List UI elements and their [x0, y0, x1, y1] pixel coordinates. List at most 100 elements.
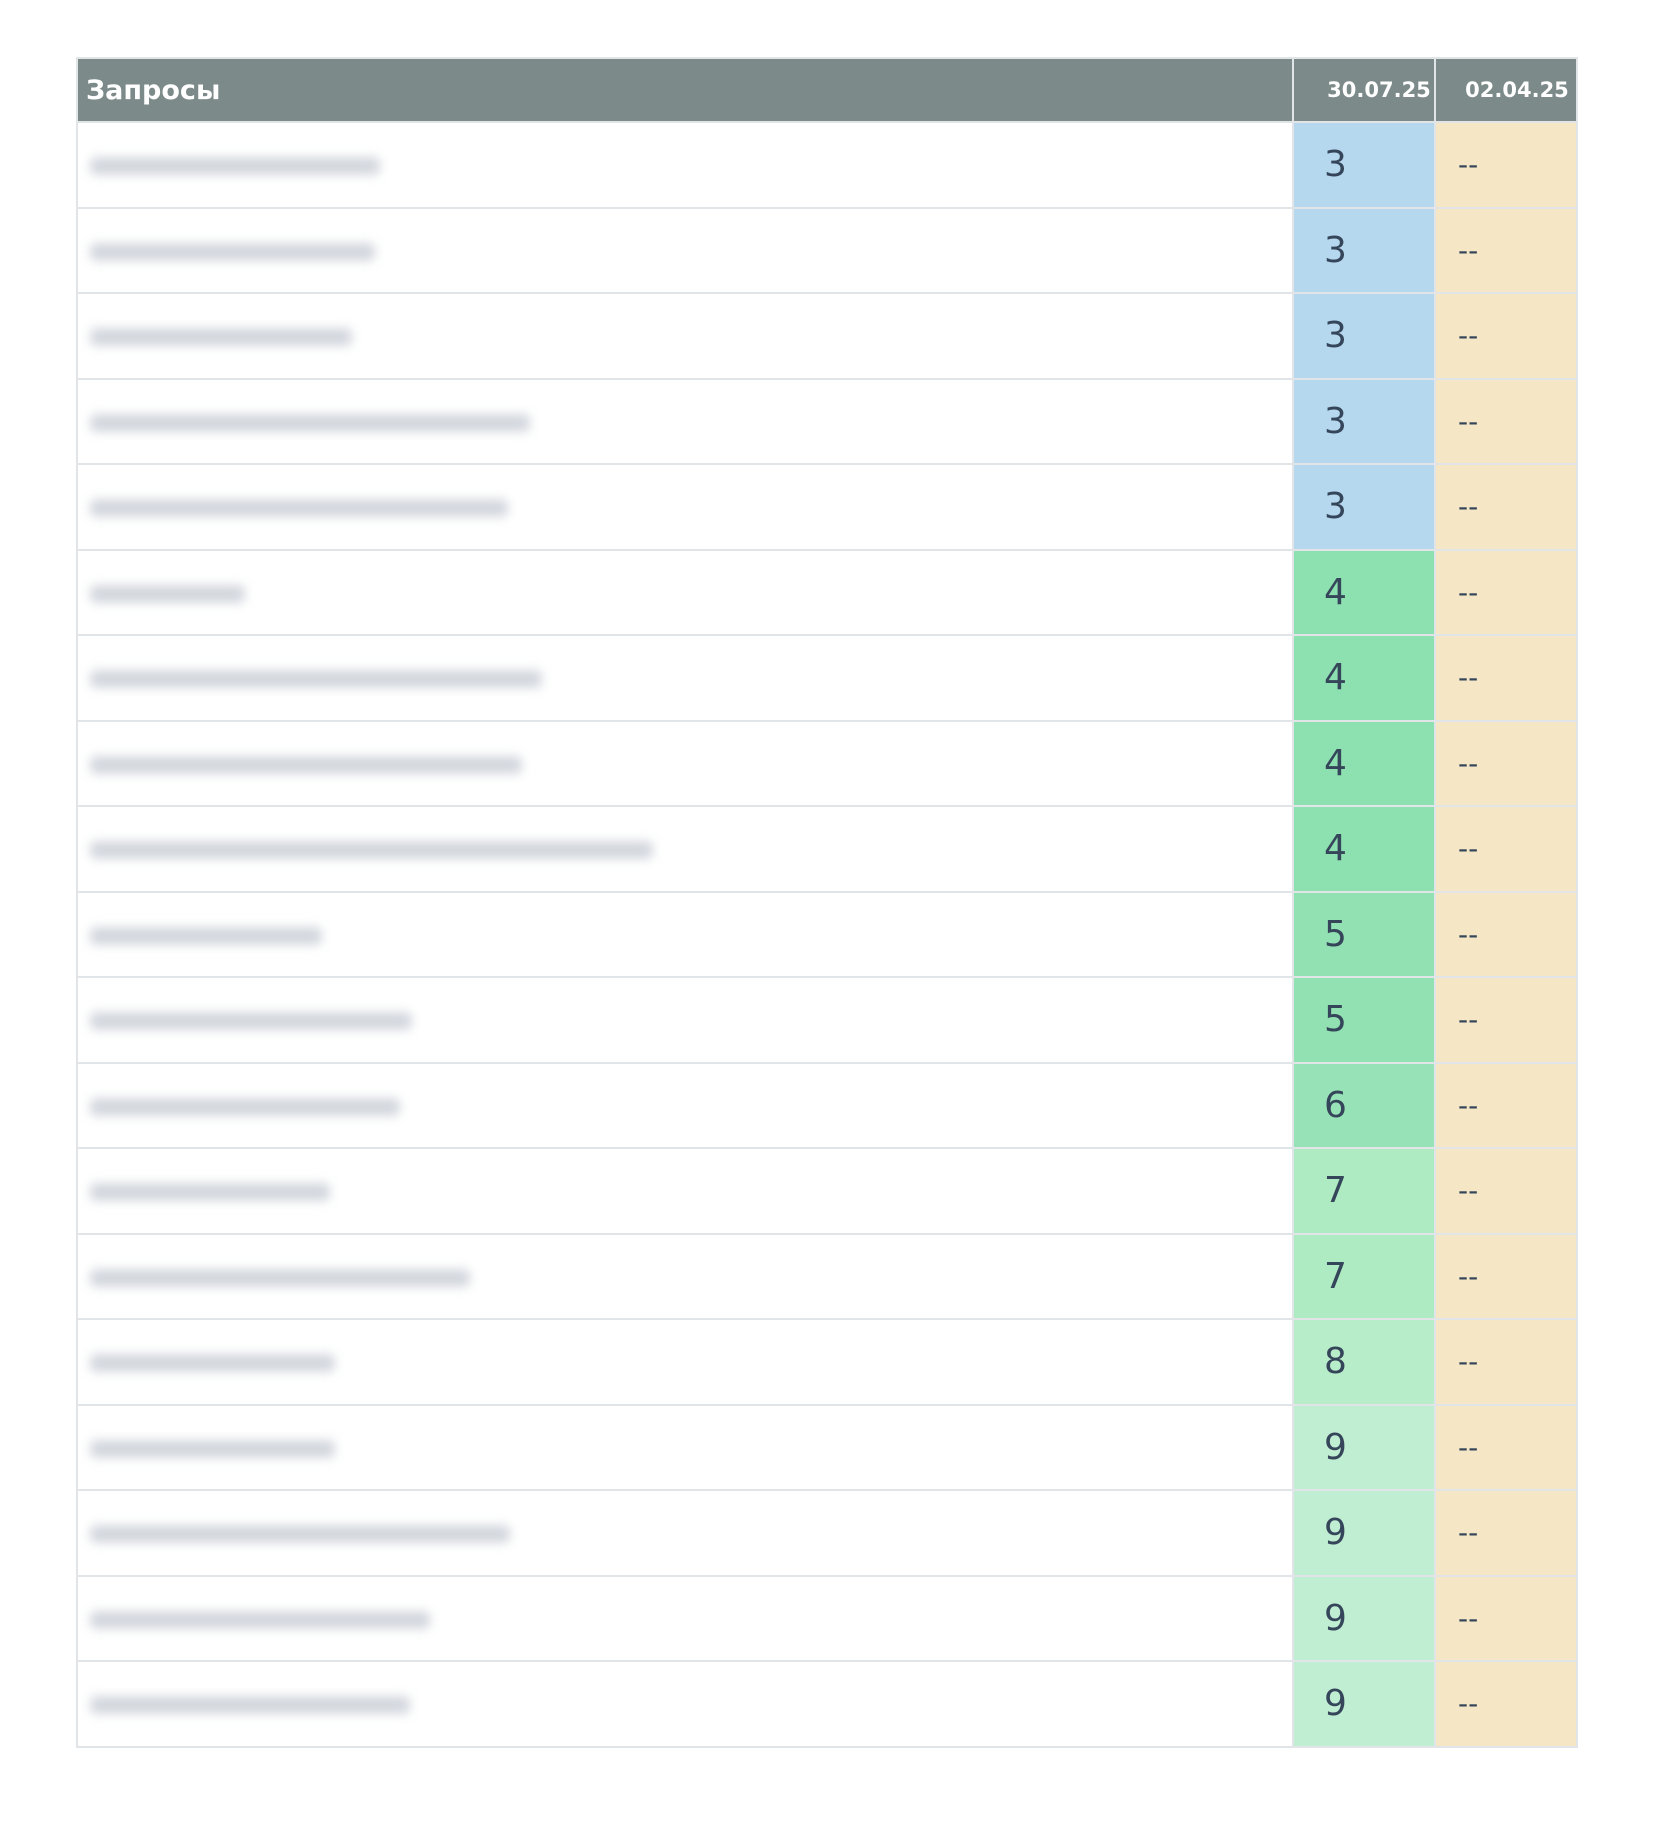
position-cell: 6 — [1292, 1063, 1434, 1147]
position-cell: -- — [1434, 465, 1576, 549]
query-cell — [78, 1235, 1292, 1319]
query-cell — [78, 893, 1292, 977]
blurred-query-text — [90, 1696, 410, 1714]
position-cell: 3 — [1292, 123, 1434, 207]
position-cell: -- — [1434, 1063, 1576, 1147]
blurred-query-text — [90, 926, 322, 945]
position-cell: 9 — [1292, 1662, 1434, 1746]
blurred-query-text — [90, 670, 542, 688]
query-cell — [78, 1320, 1292, 1404]
blurred-query-text — [90, 584, 245, 603]
position-cell: -- — [1434, 807, 1576, 891]
query-cell — [78, 123, 1292, 207]
position-cell: -- — [1434, 1576, 1576, 1660]
header-date-2[interactable]: 02.04.25 — [1434, 59, 1576, 121]
table-row: 9 -- — [78, 1574, 1576, 1661]
table-row: 4 -- — [78, 719, 1576, 806]
table-row: 3 -- — [78, 292, 1576, 378]
blurred-query-text — [90, 1183, 330, 1201]
table-row: 3 -- — [78, 206, 1576, 293]
blurred-query-text — [90, 413, 530, 432]
table-row: 3 -- — [78, 377, 1576, 464]
table-row: 4 -- — [78, 548, 1576, 635]
position-cell: 5 — [1292, 978, 1434, 1062]
position-cell: 3 — [1292, 465, 1434, 549]
table-row: 6 -- — [78, 1061, 1576, 1148]
table-row: 4 -- — [78, 634, 1576, 720]
position-cell: 9 — [1292, 1576, 1434, 1660]
header-date-1[interactable]: 30.07.25 — [1292, 59, 1434, 121]
table-row: 8 -- — [78, 1318, 1576, 1404]
position-cell: -- — [1434, 379, 1576, 463]
blurred-query-text — [90, 1439, 335, 1458]
position-cell: 3 — [1292, 294, 1434, 378]
table-row: 3 -- — [78, 463, 1576, 549]
query-cell — [78, 978, 1292, 1062]
position-cell: -- — [1434, 123, 1576, 207]
blurred-query-text — [90, 755, 522, 774]
header-queries[interactable]: Запросы — [86, 74, 221, 106]
table-row: 9 -- — [78, 1403, 1576, 1490]
blurred-query-text — [90, 1354, 335, 1372]
query-cell — [78, 1149, 1292, 1233]
blurred-query-text — [90, 499, 508, 517]
table-row: 9 -- — [78, 1660, 1576, 1746]
position-cell: -- — [1434, 978, 1576, 1062]
blurred-query-text — [90, 157, 380, 175]
position-cell: -- — [1434, 1662, 1576, 1746]
rankings-table: Запросы 30.07.25 02.04.25 3 -- 3 -- 3 --… — [76, 57, 1578, 1748]
query-cell — [78, 1491, 1292, 1575]
position-cell: 7 — [1292, 1149, 1434, 1233]
blurred-query-text — [90, 1012, 412, 1030]
position-cell: 4 — [1292, 807, 1434, 891]
query-cell — [78, 551, 1292, 635]
query-cell — [78, 294, 1292, 378]
position-cell: 4 — [1292, 636, 1434, 720]
position-cell: -- — [1434, 1149, 1576, 1233]
table-row: 5 -- — [78, 976, 1576, 1062]
position-cell: 3 — [1292, 208, 1434, 292]
query-cell — [78, 1662, 1292, 1746]
position-cell: -- — [1434, 1320, 1576, 1404]
position-cell: -- — [1434, 208, 1576, 292]
position-cell: -- — [1434, 550, 1576, 634]
position-cell: -- — [1434, 1234, 1576, 1318]
table-header: Запросы 30.07.25 02.04.25 — [78, 59, 1576, 121]
query-cell — [78, 209, 1292, 293]
table-row: 4 -- — [78, 805, 1576, 891]
position-cell: 4 — [1292, 721, 1434, 805]
query-cell — [78, 1064, 1292, 1148]
table-row: 3 -- — [78, 121, 1576, 207]
query-cell — [78, 1577, 1292, 1661]
position-cell: 5 — [1292, 892, 1434, 976]
table-row: 9 -- — [78, 1489, 1576, 1575]
blurred-query-text — [90, 1610, 430, 1629]
blurred-query-text — [90, 328, 352, 346]
position-cell: -- — [1434, 721, 1576, 805]
position-cell: 8 — [1292, 1320, 1434, 1404]
position-cell: -- — [1434, 1405, 1576, 1489]
position-cell: -- — [1434, 636, 1576, 720]
position-cell: -- — [1434, 1491, 1576, 1575]
position-cell: 9 — [1292, 1491, 1434, 1575]
blurred-query-text — [90, 1268, 470, 1287]
table-row: 5 -- — [78, 890, 1576, 977]
position-cell: 3 — [1292, 379, 1434, 463]
position-cell: 9 — [1292, 1405, 1434, 1489]
query-cell — [78, 636, 1292, 720]
position-cell: -- — [1434, 892, 1576, 976]
query-cell — [78, 465, 1292, 549]
position-cell: 7 — [1292, 1234, 1434, 1318]
table-row: 7 -- — [78, 1147, 1576, 1233]
position-cell: -- — [1434, 294, 1576, 378]
position-cell: 4 — [1292, 550, 1434, 634]
blurred-query-text — [90, 242, 375, 261]
blurred-query-text — [90, 1525, 510, 1543]
query-cell — [78, 807, 1292, 891]
table-row: 7 -- — [78, 1232, 1576, 1319]
query-cell — [78, 380, 1292, 464]
blurred-query-text — [90, 841, 653, 859]
query-cell — [78, 1406, 1292, 1490]
blurred-query-text — [90, 1097, 400, 1116]
query-cell — [78, 722, 1292, 806]
